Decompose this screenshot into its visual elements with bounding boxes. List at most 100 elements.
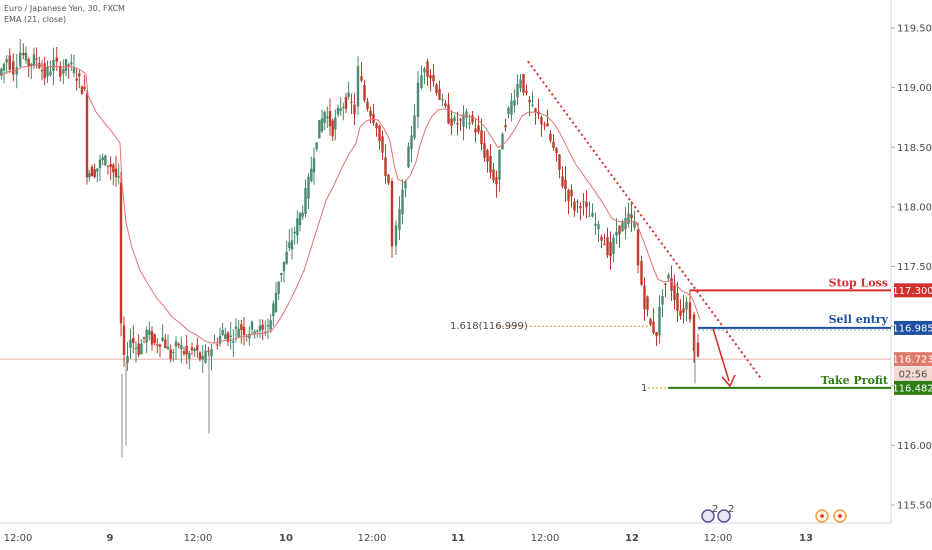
candle-body (35, 58, 38, 60)
candle-body (546, 123, 549, 127)
candle-body (336, 107, 340, 115)
candle-body (242, 326, 246, 336)
candle-body (649, 319, 652, 325)
candle-body (27, 59, 30, 67)
candle-body (474, 128, 477, 133)
candle-body (62, 69, 65, 74)
candle-body (101, 157, 104, 161)
candle-body (117, 176, 120, 178)
candle-body (226, 332, 230, 342)
countdown-tag (894, 367, 932, 382)
candle-body (643, 285, 646, 310)
countdown-text: 02:56 (899, 370, 928, 381)
candle-body (516, 84, 519, 98)
candle-body (0, 68, 3, 76)
candle-body (126, 356, 129, 363)
candle-body (655, 332, 658, 337)
current-price-tag (894, 352, 932, 367)
stop-loss-tag-text: 117.300 (892, 286, 932, 297)
flag-icon[interactable] (701, 509, 715, 523)
take-profit-tag-text: 116.482 (892, 383, 932, 394)
time-tick-label: 12:00 (358, 533, 387, 544)
candle-body (366, 101, 369, 110)
candle-body (692, 314, 696, 352)
candle-body (658, 306, 661, 336)
trendline[interactable] (527, 60, 763, 381)
candle-body (573, 201, 576, 211)
time-tick-label: 12:00 (184, 533, 213, 544)
candle-body (401, 189, 404, 215)
candle-body (96, 168, 99, 172)
candle-body (441, 99, 444, 101)
candle-body (280, 273, 283, 276)
candle-body (558, 154, 561, 170)
candle-body (600, 236, 603, 241)
sell-entry-label: Sell entry (829, 313, 889, 326)
candle-body (312, 158, 316, 173)
candle-body (688, 302, 692, 320)
candle-body (142, 337, 146, 339)
candle-body (390, 181, 394, 247)
candle-body (253, 331, 256, 335)
candle-body (606, 237, 609, 256)
candle-body (119, 183, 123, 324)
candle-body (296, 218, 299, 236)
candle-body (603, 243, 606, 245)
candle-body (372, 113, 375, 124)
symbol-label[interactable]: Euro / Japanese Yen, 30, FXCM (4, 4, 125, 13)
candle-body (106, 165, 110, 167)
candle-body (483, 143, 486, 158)
candle-body (384, 157, 387, 177)
flag-icon[interactable] (717, 509, 731, 523)
candle-body (83, 87, 86, 89)
candle-body (636, 229, 640, 266)
candle-body (398, 209, 401, 230)
arrow-head-icon (721, 374, 736, 388)
candle-body (347, 92, 350, 97)
sell-entry-tag (894, 320, 932, 335)
candle-body (353, 104, 356, 115)
candle-body (534, 108, 537, 112)
candle-body (375, 123, 378, 129)
candle-body (416, 82, 420, 117)
time-tick-label: 9 (107, 533, 114, 544)
candle-body (410, 135, 413, 150)
candle-body (459, 119, 462, 121)
candle-body (326, 116, 329, 119)
candle-body (531, 104, 534, 106)
candle-body (40, 70, 44, 72)
candle-body (49, 71, 52, 76)
candle-body (70, 62, 73, 65)
candle-body (429, 75, 432, 79)
candle-body (673, 285, 676, 301)
candle-body (32, 54, 36, 66)
candle-body (381, 136, 384, 153)
candle-body (98, 159, 102, 168)
candle-body (145, 329, 148, 343)
candle-body (328, 111, 332, 127)
candle-body (555, 148, 558, 153)
indicator-label[interactable]: EMA (21, close) (4, 15, 67, 24)
candle-body (240, 324, 243, 330)
fib-level-label: 1.618(116.999) (450, 321, 528, 332)
candle-body (256, 330, 259, 332)
candle-body (462, 114, 465, 127)
candle-body (85, 93, 89, 178)
candle-body (80, 86, 84, 95)
event-dot (838, 514, 842, 518)
candle-body (378, 125, 381, 142)
candle-body (438, 89, 441, 100)
candle-body (67, 64, 70, 66)
candle-body (75, 78, 78, 81)
candle-body (492, 169, 495, 181)
candle-body (579, 206, 582, 208)
candle-body (564, 179, 567, 190)
time-tick-label: 11 (451, 533, 465, 544)
ema-line (0, 63, 701, 344)
candle-body (679, 310, 682, 316)
time-tick-label: 12 (625, 533, 639, 544)
candle-body (52, 59, 55, 72)
event-dot (820, 514, 824, 518)
stop-loss-label: Stop Loss (829, 276, 888, 289)
